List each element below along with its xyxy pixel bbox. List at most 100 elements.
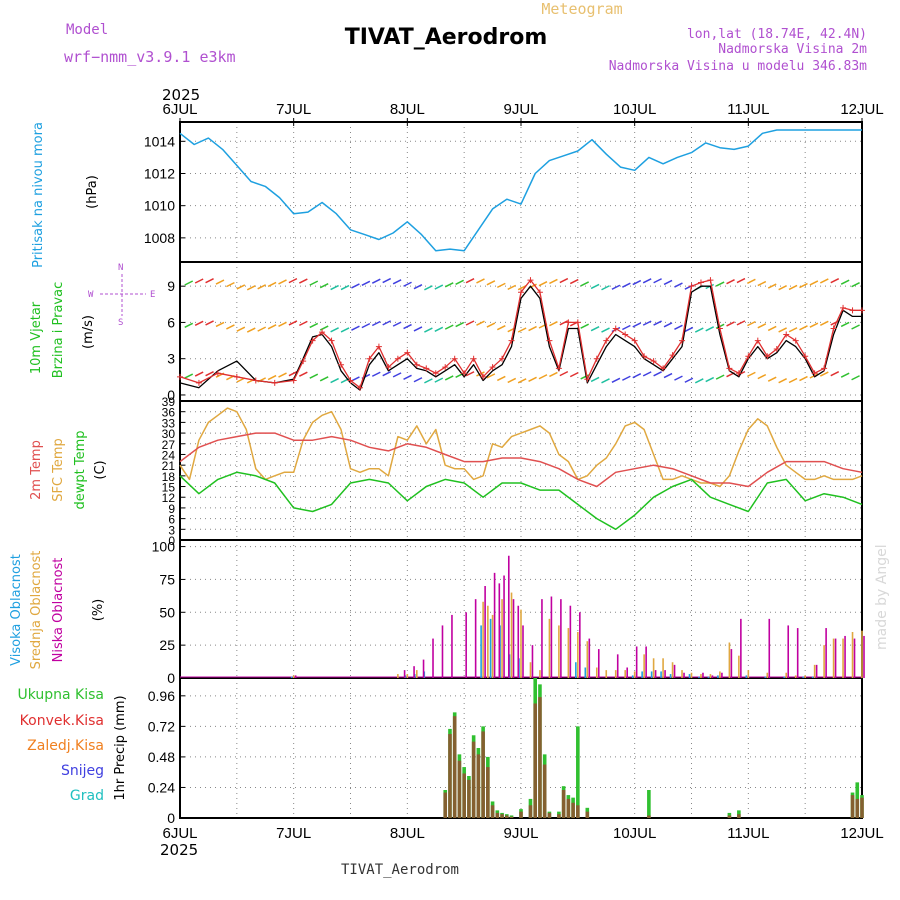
- wind-arrow: [559, 320, 569, 326]
- precip-bar-conv: [557, 814, 561, 818]
- wind-arrow: [788, 284, 798, 291]
- precip-bar-conv: [509, 816, 514, 818]
- wind-arrow: [726, 278, 735, 285]
- wind-arrow: [715, 281, 725, 287]
- wind-arrow: [757, 323, 767, 329]
- x-tick-label-bottom: 10JUL: [613, 825, 656, 842]
- y-tick-label: 0.24: [148, 779, 175, 795]
- wind-arrow: [809, 322, 819, 328]
- precip-bar-conv: [561, 790, 566, 818]
- wind-sublabel: Brzina i Pravac: [51, 282, 66, 379]
- model-name: wrf−nmm_v3.9.1 e3km: [64, 48, 236, 66]
- gust-marker: [470, 355, 477, 362]
- precip-bar-conv: [490, 805, 495, 818]
- y-tick-label: 9: [168, 502, 175, 516]
- wind-arrow: [319, 376, 329, 382]
- y-tick-label: 50: [159, 604, 175, 620]
- svg-text:N: N: [118, 263, 123, 273]
- wind-arrow: [580, 281, 590, 287]
- gust-marker: [622, 331, 629, 338]
- wind-arrow: [299, 278, 308, 284]
- wind-arrow: [674, 375, 683, 381]
- wind-arrow: [371, 371, 381, 377]
- gust-marker: [650, 358, 657, 365]
- wind-arrow: [590, 326, 600, 332]
- wind-arrow: [434, 284, 444, 290]
- temp-label: 2m Temp: [29, 440, 44, 500]
- x-tick-label-bottom: 6JUL: [162, 825, 197, 842]
- year-top: 2025: [162, 86, 200, 104]
- gust-marker: [480, 373, 487, 380]
- precip-bar-conv: [481, 731, 485, 818]
- y-tick-label: 0.72: [148, 718, 175, 734]
- wind-speed-line: [179, 285, 862, 391]
- wind-arrow: [267, 374, 277, 381]
- wind-arrow: [257, 326, 267, 332]
- wind-arrow: [215, 279, 225, 285]
- precip-bar-conv: [533, 703, 538, 818]
- gust-marker: [451, 355, 458, 362]
- wind-arrow: [205, 320, 214, 326]
- wind-arrow: [215, 321, 225, 328]
- gust-marker: [338, 361, 345, 368]
- wind-arrow: [538, 281, 548, 287]
- gust-marker: [802, 353, 809, 360]
- gust-marker: [669, 352, 676, 359]
- wind-arrow: [601, 327, 610, 333]
- y-tick-label: 9: [167, 278, 175, 294]
- footer-label: TIVAT_Aerodrom: [341, 862, 459, 878]
- y-tick-label: 75: [159, 571, 175, 587]
- precip-bar-conv: [538, 697, 542, 818]
- wind-arrow: [517, 378, 527, 384]
- wind-arrow: [455, 321, 464, 328]
- precip-bar-conv: [504, 815, 509, 818]
- y-tick-label: 27: [162, 438, 176, 452]
- x-tick-label-bottom: 7JUL: [276, 825, 311, 842]
- wind-arrow: [549, 321, 558, 327]
- wind-arrow: [371, 320, 381, 327]
- wind-arrow: [403, 374, 412, 381]
- gust-marker: [499, 355, 506, 362]
- wind-arrow: [486, 280, 496, 286]
- wind-arrow: [444, 324, 454, 330]
- gust-marker: [764, 353, 771, 360]
- wind-arrow: [705, 326, 715, 332]
- y-tick-label: 0.48: [148, 749, 175, 765]
- wind-arrow: [694, 327, 704, 333]
- gust-marker: [612, 325, 619, 332]
- wind-arrow: [528, 325, 537, 332]
- dewpt-label: dewpt Temp: [73, 430, 88, 509]
- wind-arrow: [319, 325, 329, 331]
- gust-marker: [555, 365, 562, 372]
- precip-bar-conv: [647, 815, 651, 818]
- wind-arrow: [465, 371, 475, 377]
- wind-arrow: [184, 280, 194, 286]
- wind-arrow: [778, 378, 787, 384]
- wind-arrow: [653, 320, 662, 326]
- x-tick-label-top: 10JUL: [613, 101, 656, 118]
- wind-arrow: [601, 378, 610, 384]
- wind-unit: (m/s): [81, 315, 96, 349]
- low-cloud-label: Niska Oblacnost: [51, 558, 66, 663]
- mid-cloud-label: Srednja Oblacnost: [29, 551, 44, 670]
- gust-marker: [432, 370, 439, 377]
- gust-marker: [821, 365, 828, 372]
- wind-arrow: [611, 284, 621, 290]
- x-tick-label-top: 11JUL: [727, 101, 769, 118]
- wind-arrow: [288, 371, 298, 377]
- wind-arrow: [361, 280, 371, 287]
- precip-bar-conv: [737, 814, 741, 818]
- wind-arrow: [559, 277, 569, 284]
- wind-arrow: [726, 321, 735, 327]
- pressure-unit: (hPa): [85, 175, 100, 209]
- wind-arrow: [194, 371, 204, 377]
- wind-arrow: [799, 282, 808, 289]
- elevation-label: Nadmorska Visina 2m: [718, 42, 867, 57]
- wind-arrow: [767, 376, 777, 382]
- gust-marker: [347, 377, 354, 384]
- pressure-label: Pritisak na nivou mora: [31, 122, 46, 268]
- wind-arrow: [278, 321, 287, 327]
- wind-arrow: [642, 278, 652, 284]
- wind-arrow: [309, 322, 319, 329]
- wind-arrow: [747, 278, 756, 284]
